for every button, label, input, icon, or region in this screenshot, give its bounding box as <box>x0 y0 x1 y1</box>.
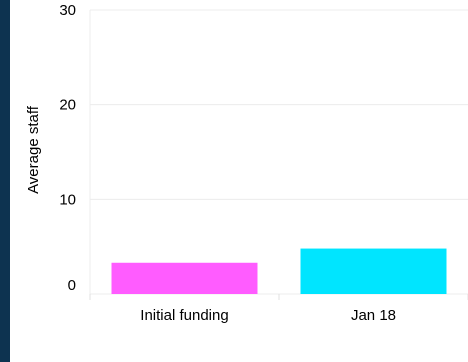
y-tick-labels: 0 10 20 30 <box>59 2 76 294</box>
x-tick-marks <box>89 294 468 300</box>
x-tick-label: Jan 18 <box>351 307 396 324</box>
y-tick-label: 30 <box>59 2 76 19</box>
y-tick-label: 0 <box>68 277 76 294</box>
y-tick-label: 20 <box>59 97 76 114</box>
bar-jan-18 <box>300 248 447 294</box>
y-axis-label: Average staff <box>25 105 42 194</box>
bar-chart: 0 10 20 30 Initial funding Jan 18 Average st… <box>25 2 468 324</box>
x-tick-label: Initial funding <box>140 307 228 324</box>
bar-initial-funding <box>111 262 258 294</box>
chart-frame: 0 10 20 30 Initial funding Jan 18 Average st… <box>10 0 468 362</box>
x-tick-labels: Initial funding Jan 18 <box>140 307 396 324</box>
y-tick-label: 10 <box>59 191 76 208</box>
bars <box>111 248 447 294</box>
